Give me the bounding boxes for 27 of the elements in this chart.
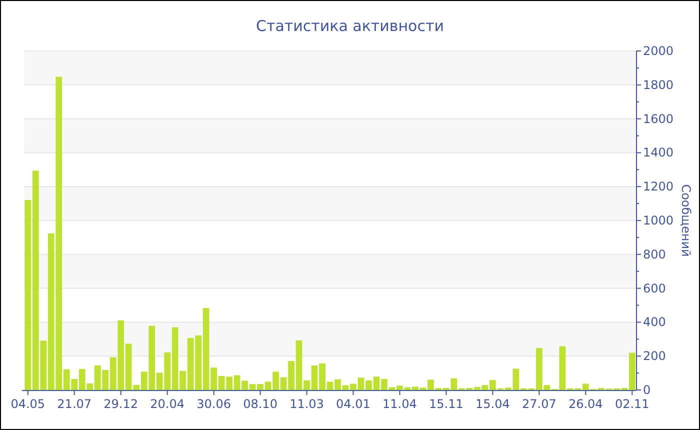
x-tick-label: 30.06 [196, 397, 231, 411]
y-tick-label: 1000 [643, 214, 674, 228]
x-tick-label: 27.07 [522, 397, 556, 411]
x-tick-label: 11.03 [290, 397, 324, 411]
y-tick-label: 400 [643, 315, 666, 330]
y-tick-label: 1600 [643, 112, 674, 126]
chart-title: Статистика активности [256, 17, 444, 35]
x-tick-label: 04.01 [336, 397, 370, 411]
y-tick-label: 0 [643, 383, 651, 397]
x-tick-label: 04.05 [10, 397, 46, 411]
x-tick-label: 08.10 [243, 397, 278, 411]
y-tick-label: 2000 [643, 44, 674, 58]
y-tick-label: 1200 [643, 180, 674, 194]
x-tick-label: 02.11 [614, 397, 650, 411]
y-tick-label: 200 [643, 349, 666, 364]
y-axis-title: Сообщений [679, 184, 693, 257]
y-tick-label: 1800 [643, 78, 674, 92]
x-tick-label: 29.12 [104, 397, 138, 411]
y-tick-label: 1400 [643, 146, 674, 160]
y-tick-label: 600 [643, 281, 666, 296]
x-tick-label: 21.07 [57, 397, 92, 411]
x-tick-label: 26.04 [568, 397, 603, 411]
y-tick-label: 800 [643, 247, 666, 262]
x-tick-label: 15.04 [476, 397, 510, 411]
x-tick-label: 15.11 [429, 397, 464, 411]
x-tick-label: 11.04 [382, 397, 417, 411]
x-tick-label: 20.04 [150, 397, 184, 411]
